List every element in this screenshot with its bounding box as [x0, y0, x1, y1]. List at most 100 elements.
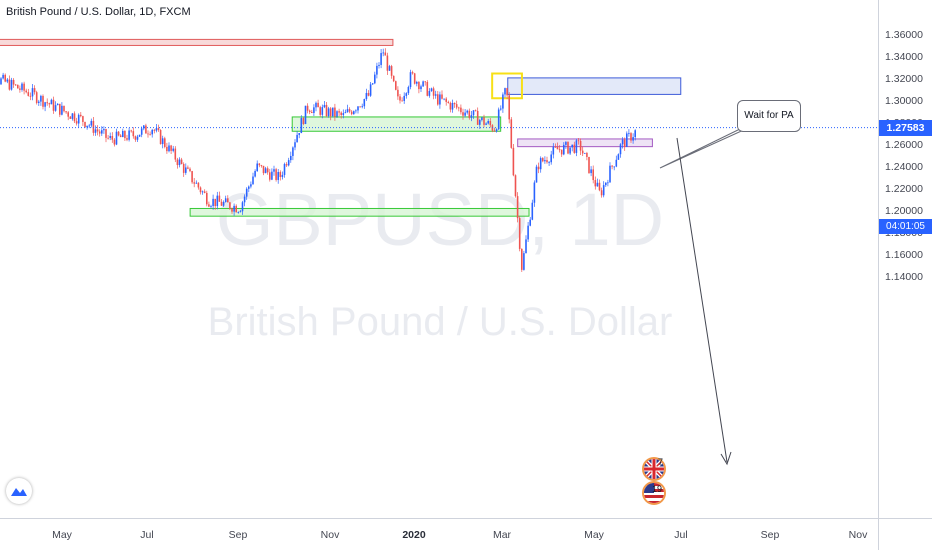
time-axis[interactable]: May Jul Sep Nov 2020 Mar May Jul Sep Nov [0, 518, 878, 550]
time-tick-label: Mar [492, 529, 512, 541]
candle-body [304, 105, 307, 125]
candle-body [96, 129, 99, 132]
time-tick-label: Sep [760, 529, 780, 541]
candle-body [302, 118, 305, 125]
candle-body [260, 165, 263, 167]
candle-body [115, 131, 118, 145]
candle-body [596, 182, 599, 187]
candle-body [594, 180, 597, 187]
candle-body [14, 84, 17, 86]
candle-body [42, 95, 44, 107]
candle-body [117, 131, 120, 136]
candle-body [61, 105, 63, 115]
candle-body [527, 225, 529, 240]
price-tick-label: 1.26000 [885, 139, 923, 151]
candle-body [542, 158, 544, 162]
candle-body [357, 106, 359, 111]
projection-arrow-line[interactable] [676, 137, 728, 463]
candle-body [472, 110, 475, 116]
zones-layer [0, 38, 682, 217]
candle-body [82, 116, 84, 122]
candle-body [380, 53, 382, 65]
time-tick-label: 2020 [402, 529, 426, 541]
demand-zone-upper[interactable] [291, 116, 502, 132]
candle-body [445, 98, 447, 102]
candle-body [371, 83, 374, 85]
candle-body [107, 137, 109, 139]
time-tick-label: Nov [320, 529, 340, 541]
candle-body [609, 165, 611, 183]
symbol-title[interactable]: British Pound / U.S. Dollar, 1D, FXCM [6, 6, 191, 18]
candle-body [201, 191, 204, 193]
candle-body [21, 83, 23, 90]
tradingview-logo-icon[interactable] [6, 478, 32, 504]
candle-body [250, 184, 252, 187]
candle-body [525, 239, 527, 254]
candle-body [386, 55, 389, 71]
flip-zone[interactable] [517, 138, 653, 148]
candle-body [569, 147, 571, 154]
price-axis[interactable]: 1.360001.340001.320001.300001.280001.260… [878, 0, 932, 518]
candle-body [361, 106, 363, 108]
wait-for-pa-callout[interactable]: Wait for PA [737, 100, 801, 132]
candle-body [256, 163, 258, 172]
candle-body [4, 74, 6, 82]
candle-body [271, 171, 273, 180]
candle-body [476, 110, 479, 125]
supply-zone[interactable] [0, 38, 394, 46]
candle-body [558, 149, 561, 151]
candle-body [126, 138, 128, 140]
candle-body [132, 131, 135, 137]
candle-body [300, 118, 303, 134]
candle-body [399, 96, 401, 101]
candle-body [615, 159, 618, 167]
candle-body [136, 136, 139, 140]
candle-body [254, 171, 256, 177]
candle-body [90, 120, 93, 126]
price-tick-label: 1.36000 [885, 29, 923, 41]
candle-body [262, 165, 265, 174]
candle-body [535, 166, 538, 183]
candle-body [27, 92, 30, 96]
candle-body [17, 84, 19, 89]
gb-flag-icon[interactable] [642, 457, 666, 481]
candle-body [392, 75, 395, 82]
time-tick-label: Jul [140, 529, 154, 541]
demand-zone-lower[interactable] [189, 207, 530, 217]
candle-body [321, 107, 324, 115]
candle-body [600, 190, 603, 196]
chart-pane[interactable]: GBPUSD, 1D British Pound / U.S. Dollar B… [0, 0, 878, 518]
candle-body [434, 94, 437, 96]
candle-body [311, 112, 313, 113]
us-flag-icon[interactable] [642, 481, 666, 505]
price-tick-label: 1.32000 [885, 73, 923, 85]
candle-body [462, 112, 464, 116]
candle-body [495, 129, 498, 132]
candle-body [420, 86, 422, 90]
candle-body [298, 133, 300, 135]
candle-body [153, 129, 156, 131]
candle-body [422, 81, 424, 87]
candle-body [243, 196, 246, 203]
price-chart[interactable] [0, 0, 878, 518]
candle-body [401, 100, 403, 102]
price-tick-label: 1.20000 [885, 205, 923, 217]
candle-body [325, 104, 328, 117]
candle-body [397, 89, 399, 97]
candle-body [245, 188, 248, 197]
candle-body [451, 102, 454, 110]
candle-body [130, 130, 132, 132]
resistance-box[interactable] [507, 77, 682, 95]
candle-body [46, 102, 48, 104]
candle-body [155, 128, 158, 131]
candle-body [308, 110, 311, 113]
candle-body [539, 158, 542, 170]
candle-body [586, 152, 588, 157]
axis-corner[interactable] [878, 518, 932, 550]
candle-body [581, 150, 584, 154]
candle-body [617, 154, 620, 160]
candle-body [178, 159, 181, 166]
candle-body [533, 182, 536, 203]
candle-body [571, 144, 573, 148]
